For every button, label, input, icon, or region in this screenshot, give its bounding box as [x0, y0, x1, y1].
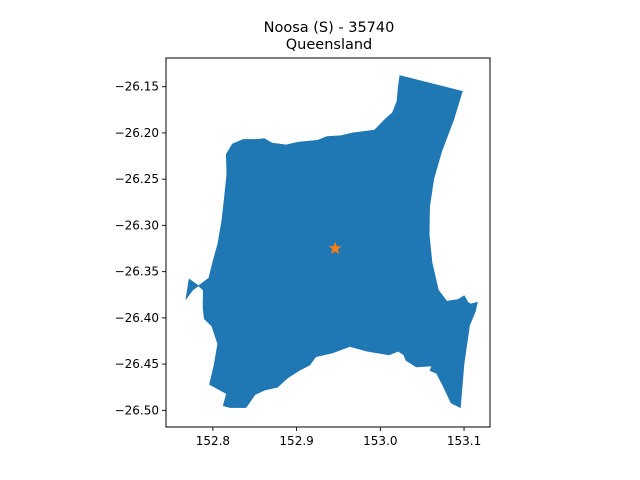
y-tick-label: −26.20 [115, 126, 159, 140]
y-tick-label: −26.45 [115, 357, 159, 371]
y-tick-label: −26.50 [115, 403, 159, 417]
x-tick-label: 152.9 [279, 434, 313, 448]
x-axis: 152.8 152.9 153.0 153.1 [196, 427, 481, 448]
y-tick-label: −26.35 [115, 265, 159, 279]
axes-frame [165, 57, 491, 428]
y-tick-label: −26.40 [115, 311, 159, 325]
y-tick-label: −26.25 [115, 172, 159, 186]
x-tick-label: 153.0 [363, 434, 397, 448]
region-shape [185, 75, 478, 409]
y-tick-label: −26.30 [115, 218, 159, 232]
centroid-star-marker [328, 241, 342, 255]
x-tick-label: 153.1 [447, 434, 481, 448]
x-tick-label: 152.8 [196, 434, 230, 448]
y-tick-label: −26.15 [115, 80, 159, 94]
y-axis: −26.15 −26.20 −26.25 −26.30 −26.35 −26.40 −26.… [115, 80, 166, 417]
plot-area [185, 75, 478, 409]
chart-subtitle: Queensland [286, 37, 373, 53]
chart-title: Noosa (S) - 35740 [264, 20, 395, 36]
